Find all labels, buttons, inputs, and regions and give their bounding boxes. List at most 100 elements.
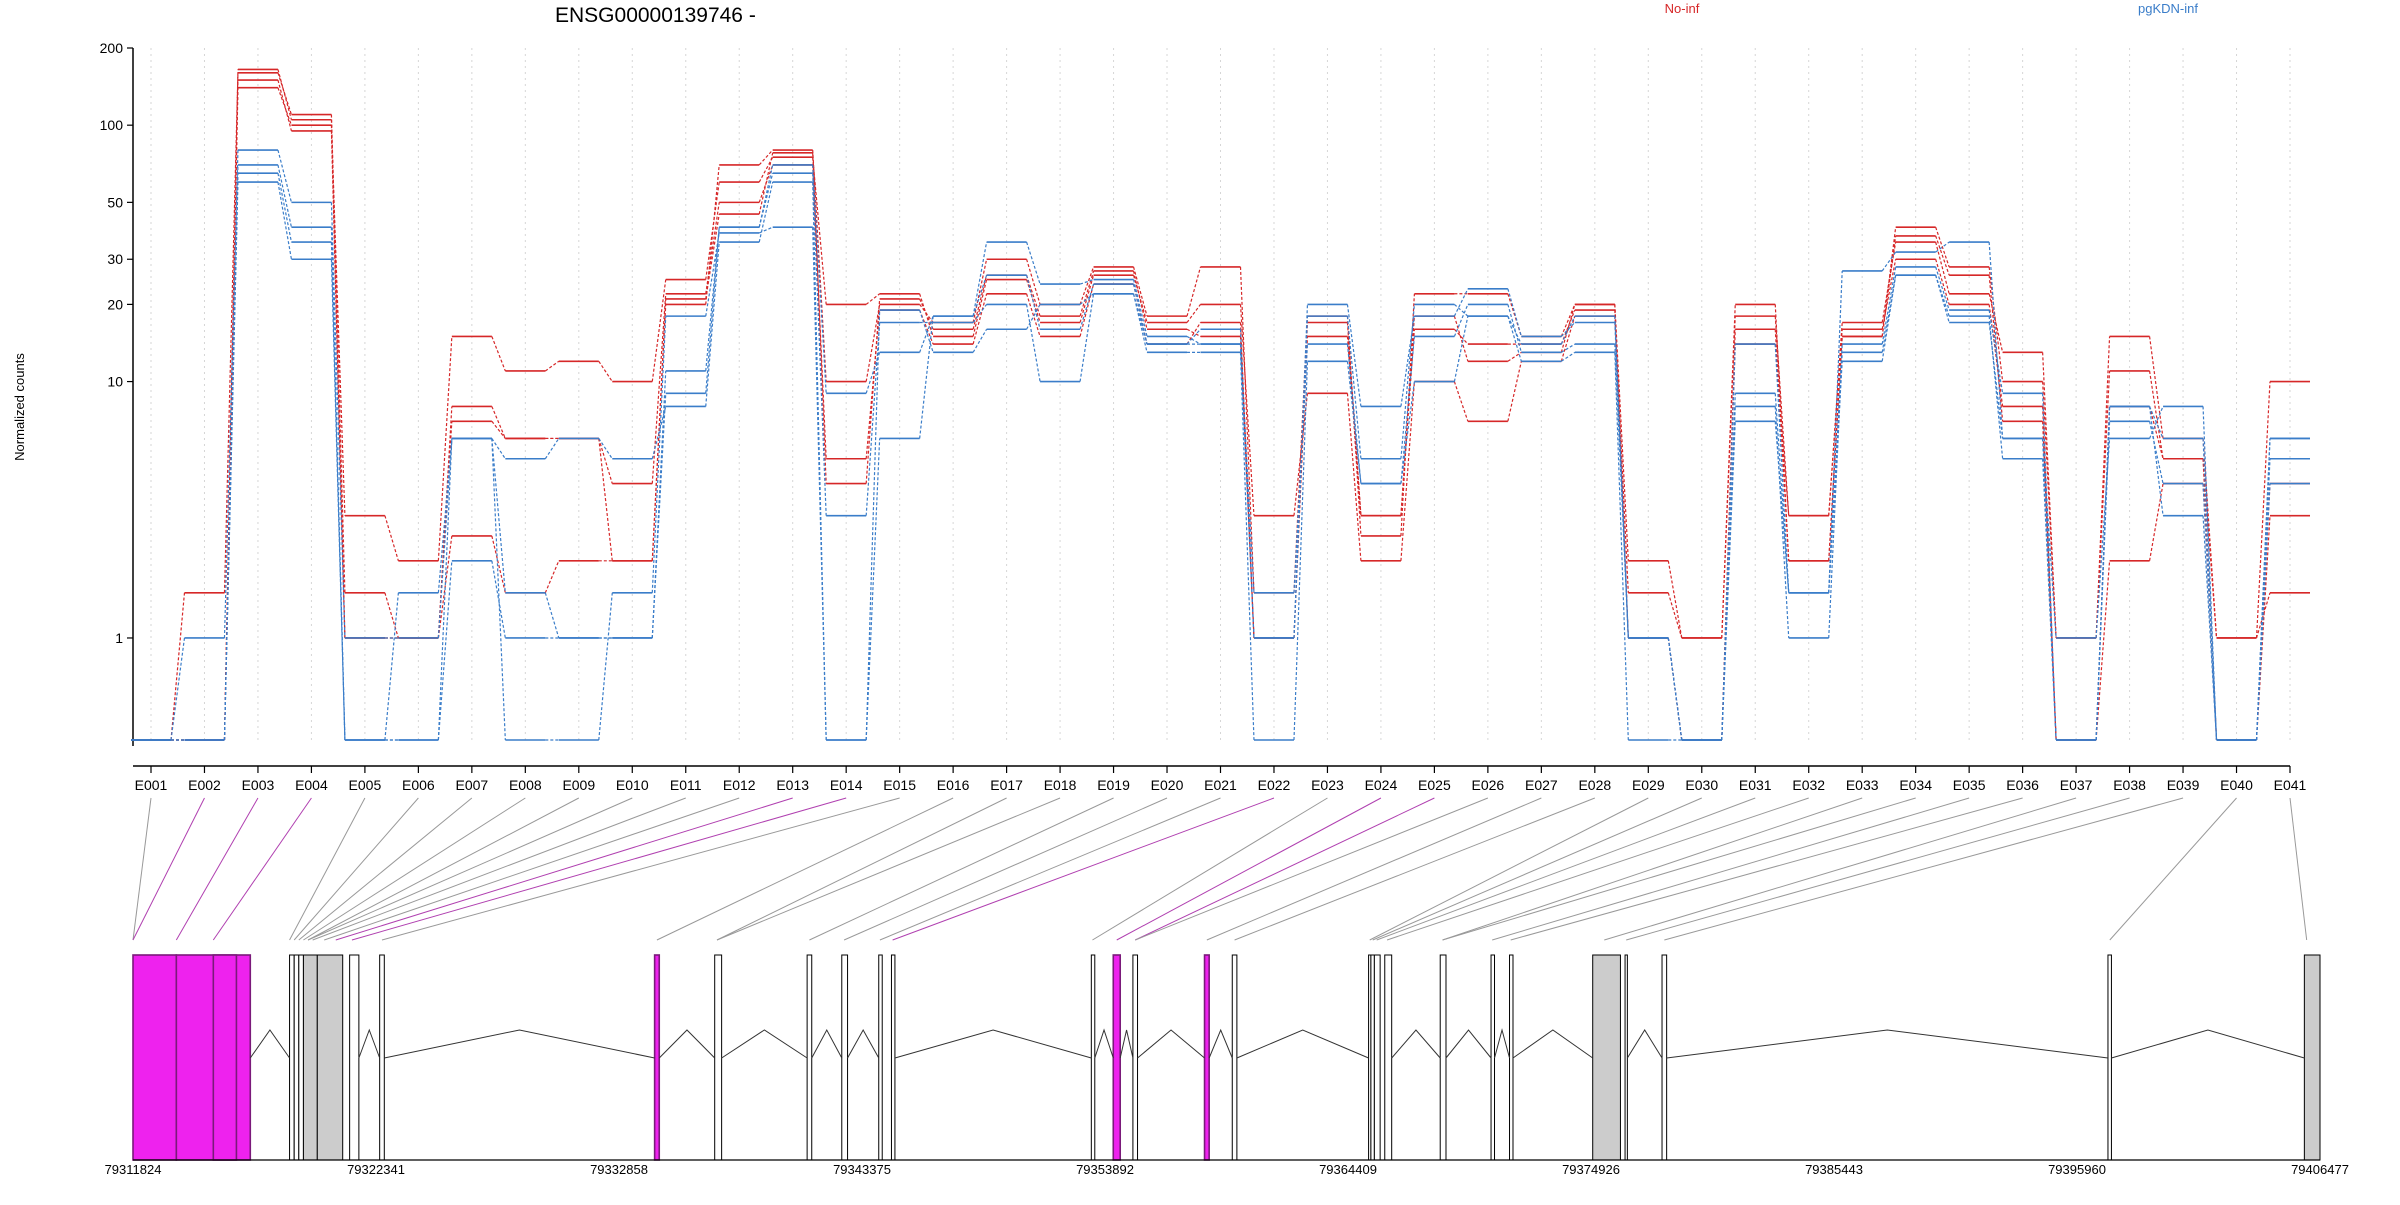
- series-connector: [1507, 315, 1522, 362]
- genomic-coordinate-label: 79364409: [1319, 1162, 1377, 1177]
- series-connector: [1453, 316, 1469, 382]
- x-tick-label: E023: [1311, 777, 1344, 793]
- series-connector: [1935, 227, 1950, 268]
- series-connector: [972, 328, 988, 353]
- exon-connectors: [132, 797, 2308, 941]
- exon-connector: [351, 797, 847, 941]
- x-tick-label: E034: [1899, 777, 1932, 793]
- exon-connector: [716, 797, 1061, 941]
- exon-connector: [307, 797, 633, 941]
- exon-connector: [1442, 797, 1863, 941]
- x-tick-label: E003: [242, 777, 275, 793]
- series-connector: [1400, 316, 1415, 407]
- exon-connector: [1135, 797, 1435, 941]
- exon-connector: [303, 797, 526, 941]
- series-connector: [812, 173, 827, 516]
- series-connector: [1079, 270, 1095, 317]
- exon-connector: [716, 797, 1007, 941]
- series-connector: [1667, 592, 1683, 639]
- series-connector: [1239, 304, 1255, 516]
- series-connector: [437, 438, 453, 639]
- series-connector: [1453, 381, 1469, 422]
- series-connector: [1561, 351, 1576, 362]
- series-connector: [865, 438, 881, 741]
- series-connector: [1186, 335, 1201, 345]
- x-tick-label: E024: [1365, 777, 1398, 793]
- exon-connector: [175, 797, 259, 941]
- exon-box: [2303, 954, 2321, 1161]
- genomic-coordinate-label: 79374926: [1562, 1162, 1620, 1177]
- intron-line: [894, 1029, 1092, 1059]
- exon-box: [890, 954, 896, 1161]
- exon-connector: [1376, 797, 1756, 941]
- exon-connector: [1135, 797, 1489, 941]
- series-connector: [1453, 288, 1469, 317]
- series-connector: [1614, 316, 1629, 638]
- series-connector: [170, 592, 186, 741]
- series-pgkdn-inf: [131, 164, 2310, 741]
- series-connector: [2148, 370, 2164, 459]
- series-connector: [1507, 351, 1522, 362]
- series-connector: [1079, 278, 1094, 285]
- series-connector: [1774, 406, 1790, 639]
- series-connector: [2149, 406, 2164, 439]
- series-connector: [491, 438, 506, 593]
- series-connector: [277, 149, 293, 203]
- y-tick-label: 50: [107, 194, 123, 210]
- series-connector: [277, 87, 292, 126]
- exon-connector: [809, 797, 1114, 941]
- series-connector: [705, 214, 720, 300]
- series-connector: [972, 304, 988, 323]
- series-connector: [1079, 283, 1095, 330]
- x-tick-label: E041: [2274, 777, 2307, 793]
- exon-connector: [879, 797, 1221, 941]
- genomic-coordinate-label: 79332858: [590, 1162, 648, 1177]
- series-connector: [1561, 343, 1576, 353]
- exon-box: [1509, 954, 1514, 1161]
- series-connector: [1828, 329, 1843, 516]
- series-connector: [1293, 361, 1309, 741]
- series-connector: [1988, 316, 2004, 459]
- series-connector: [812, 149, 827, 382]
- exon-connector: [656, 797, 954, 941]
- series-connector: [972, 275, 988, 330]
- series-connector: [2095, 438, 2111, 639]
- x-tick-label: E027: [1525, 777, 1558, 793]
- y-tick-label: 200: [100, 40, 124, 56]
- series-no-inf: [131, 68, 2310, 741]
- exon-connector: [307, 797, 580, 941]
- series-connector: [1079, 293, 1094, 305]
- series-connector: [865, 322, 881, 516]
- intron-line: [1512, 1029, 1593, 1059]
- x-tick-label: E021: [1204, 777, 1237, 793]
- x-tick-label: E029: [1632, 777, 1665, 793]
- x-tick-label: E039: [2167, 777, 2200, 793]
- series-connector: [277, 173, 293, 243]
- exon-connector: [1492, 797, 1970, 941]
- exon-connector: [381, 797, 900, 941]
- series-connector: [1239, 266, 1255, 593]
- series-connector: [491, 336, 506, 372]
- series-connector: [223, 182, 239, 741]
- series-connector: [1560, 315, 1576, 362]
- exon-box: [302, 954, 318, 1161]
- x-tick-label: E016: [937, 777, 970, 793]
- series-connector: [1828, 270, 1843, 593]
- series-connector: [2042, 352, 2057, 638]
- series-connector: [758, 149, 774, 166]
- series-connector: [2255, 483, 2271, 741]
- exon-box: [1231, 954, 1238, 1161]
- series-connector: [1560, 304, 1576, 337]
- vertical-grid: [150, 48, 2291, 740]
- series-connector: [491, 420, 506, 439]
- series-connector: [1774, 421, 1790, 593]
- series-connector: [1186, 266, 1202, 317]
- series-connector: [1346, 361, 1362, 484]
- intron-line: [1494, 1028, 1511, 1059]
- series-connector: [544, 360, 560, 372]
- x-tick-label: E020: [1151, 777, 1184, 793]
- exon-connector: [1664, 797, 2184, 941]
- intron-line: [1119, 1029, 1134, 1059]
- series-connector: [2255, 381, 2271, 639]
- series-connector: [705, 227, 720, 394]
